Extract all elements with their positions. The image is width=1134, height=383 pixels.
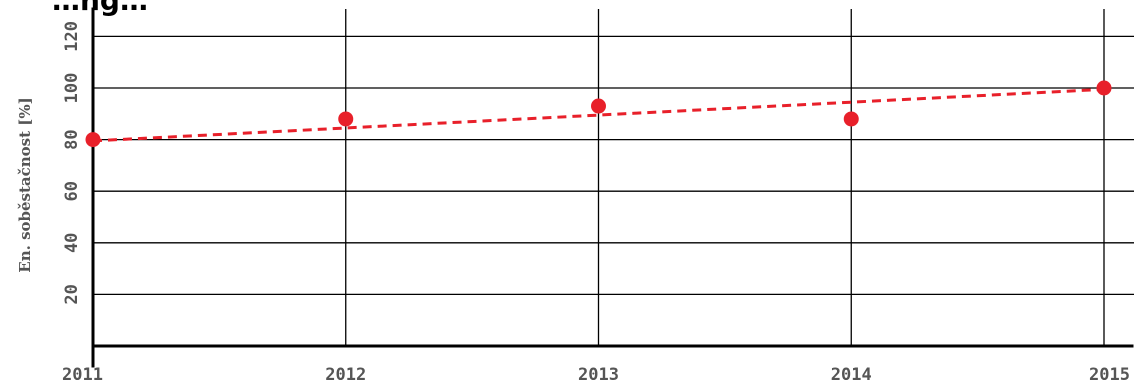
x-tick-label: 2015 bbox=[1089, 365, 1130, 383]
chart-title: …ng… bbox=[52, 0, 148, 17]
data-point bbox=[85, 132, 101, 148]
y-tick-label: 120 bbox=[62, 21, 82, 52]
data-point bbox=[591, 98, 606, 114]
y-tick-label: 100 bbox=[62, 73, 82, 104]
y-tick-label: 80 bbox=[62, 129, 82, 149]
data-point bbox=[843, 111, 859, 127]
trendline-group bbox=[92, 87, 1105, 143]
x-tick-label: 2013 bbox=[578, 365, 619, 383]
data-point bbox=[1096, 80, 1112, 96]
tick-labels: 20 40 60 80 100 120 2011 2012 2013 2014 2015 bbox=[62, 21, 1130, 383]
y-tick-label: 20 bbox=[62, 284, 82, 304]
axes bbox=[91, 7, 1134, 368]
x-tick-label: 2011 bbox=[62, 365, 103, 383]
data-points bbox=[85, 80, 1112, 148]
x-tick-label: 2014 bbox=[831, 365, 872, 383]
y-tick-label: 40 bbox=[62, 233, 82, 253]
data-point bbox=[338, 111, 354, 127]
y-axis-label: En. soběstačnost [%] bbox=[16, 97, 34, 272]
x-tick-label: 2012 bbox=[325, 365, 366, 383]
grid bbox=[93, 9, 1134, 346]
y-tick-label: 60 bbox=[62, 181, 82, 201]
trend-line bbox=[92, 87, 1105, 143]
